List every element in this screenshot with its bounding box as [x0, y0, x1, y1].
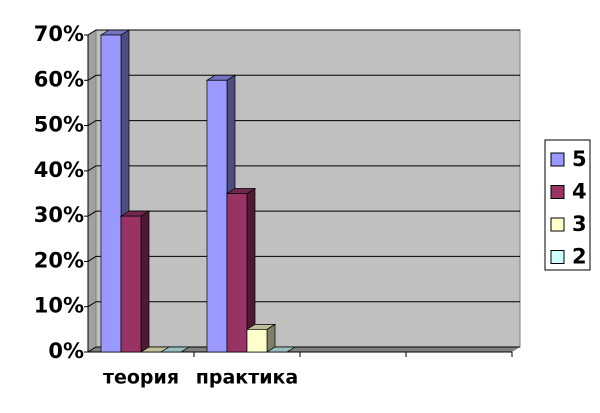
grid-line	[87, 210, 520, 217]
bar	[245, 323, 277, 353]
legend-swatch	[550, 217, 565, 232]
bar	[119, 210, 151, 353]
y-tick-label: 70%	[34, 22, 84, 46]
grid-line	[87, 255, 520, 262]
floor	[88, 347, 520, 352]
bar-front	[246, 329, 268, 353]
y-tick-label: 40%	[34, 158, 84, 182]
back-wall	[95, 29, 521, 348]
bar-front	[100, 34, 122, 353]
grid-line	[87, 165, 520, 172]
grid-line	[87, 74, 520, 81]
grid-line	[87, 346, 520, 353]
grid-line	[87, 301, 520, 308]
grid-line	[87, 29, 520, 36]
y-tick-label: 50%	[34, 113, 84, 137]
legend-label: 4	[572, 180, 587, 204]
y-tick-label: 60%	[34, 67, 84, 91]
y-tick-label: 20%	[34, 248, 84, 272]
bar	[225, 187, 257, 353]
bar-side	[140, 210, 150, 353]
legend-label: 3	[572, 212, 587, 236]
bar-front	[226, 193, 248, 353]
bar	[265, 346, 297, 353]
y-tick-label: 0%	[48, 339, 84, 363]
legend-swatch	[550, 185, 565, 199]
x-tick-label: теория	[103, 367, 179, 389]
bar	[159, 346, 191, 353]
grid-line	[87, 120, 520, 126]
bar-front	[120, 215, 142, 353]
y-tick-label: 10%	[34, 294, 84, 318]
bar-top	[159, 346, 191, 353]
legend-swatch	[550, 152, 565, 167]
y-tick-label: 30%	[34, 203, 84, 227]
x-tick-label: практика	[196, 367, 299, 389]
bar-front	[206, 79, 228, 353]
legend-label: 2	[572, 245, 587, 269]
legend-swatch	[550, 250, 565, 264]
legend-label: 5	[572, 147, 587, 171]
bar-top	[265, 346, 297, 353]
